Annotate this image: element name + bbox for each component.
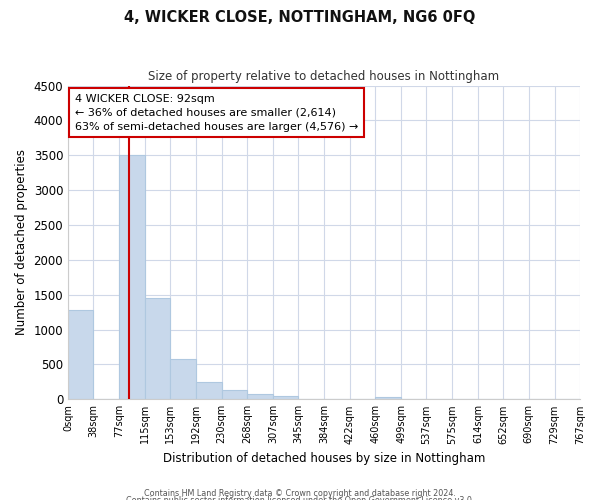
Title: Size of property relative to detached houses in Nottingham: Size of property relative to detached ho… <box>148 70 500 83</box>
Y-axis label: Number of detached properties: Number of detached properties <box>15 150 28 336</box>
Text: Contains public sector information licensed under the Open Government Licence v3: Contains public sector information licen… <box>126 496 474 500</box>
Text: 4, WICKER CLOSE, NOTTINGHAM, NG6 0FQ: 4, WICKER CLOSE, NOTTINGHAM, NG6 0FQ <box>124 10 476 25</box>
Bar <box>221 390 247 400</box>
Text: Contains HM Land Registry data © Crown copyright and database right 2024.: Contains HM Land Registry data © Crown c… <box>144 488 456 498</box>
Text: 4 WICKER CLOSE: 92sqm
← 36% of detached houses are smaller (2,614)
63% of semi-d: 4 WICKER CLOSE: 92sqm ← 36% of detached … <box>75 94 358 132</box>
Bar <box>196 382 221 400</box>
Bar <box>119 156 145 400</box>
Bar <box>273 396 298 400</box>
X-axis label: Distribution of detached houses by size in Nottingham: Distribution of detached houses by size … <box>163 452 485 465</box>
Bar <box>375 396 401 400</box>
Bar <box>170 359 196 400</box>
Bar <box>68 310 94 400</box>
Bar <box>247 394 273 400</box>
Bar <box>145 298 170 400</box>
